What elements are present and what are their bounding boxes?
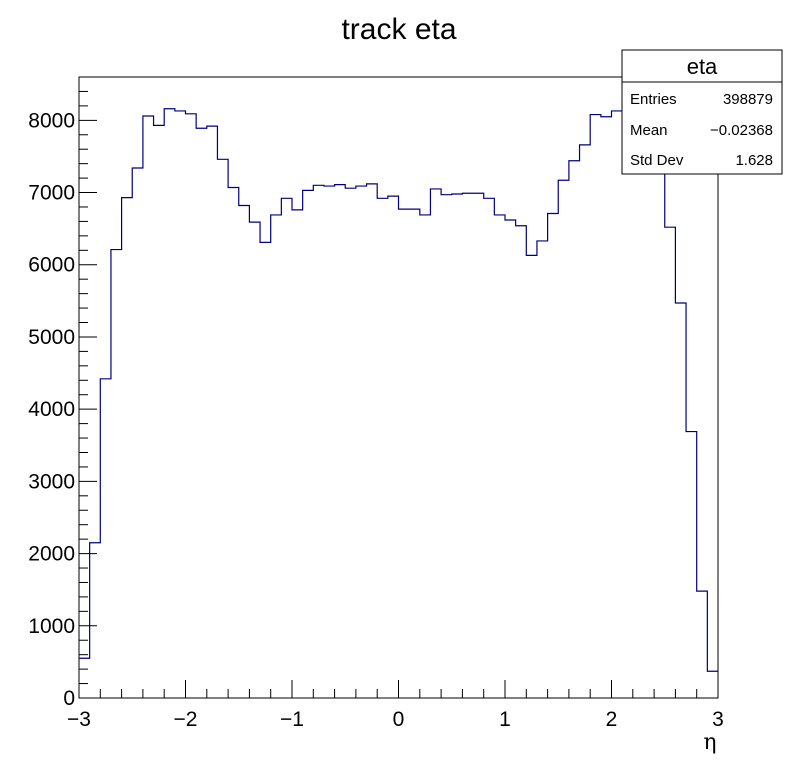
- chart-title: track eta: [341, 13, 456, 46]
- y-tick-label: 7000: [28, 182, 75, 205]
- histogram-series-line: [79, 108, 718, 672]
- x-axis: −3 −2 −1 0 1 2 3: [67, 680, 724, 731]
- stats-entries-value: 398879: [723, 91, 773, 108]
- x-tick-label: 1: [499, 708, 511, 731]
- y-tick-label: 3000: [28, 470, 75, 493]
- y-tick-label: 5000: [28, 326, 75, 349]
- stats-stddev-value: 1.628: [735, 152, 773, 169]
- y-tick-label: 2000: [28, 543, 75, 566]
- x-tick-label: −2: [174, 708, 198, 731]
- y-axis: 0 1000 2000 3000 4000 5000 6000 7000 8000: [28, 76, 97, 710]
- x-axis-label: η: [703, 730, 716, 755]
- y-tick-label: 4000: [28, 398, 75, 421]
- stats-stddev-label: Std Dev: [630, 152, 684, 169]
- y-tick-label: 6000: [28, 254, 75, 277]
- stats-mean-value: −0.02368: [710, 122, 773, 139]
- stats-entries-label: Entries: [630, 91, 677, 108]
- stats-box-frame: [621, 49, 783, 175]
- x-tick-label: 0: [393, 708, 405, 731]
- y-tick-label: 1000: [28, 615, 75, 638]
- y-tick-label: 8000: [28, 109, 75, 132]
- x-tick-label: 2: [606, 708, 618, 731]
- x-tick-label: −1: [280, 708, 304, 731]
- y-tick-label: 0: [63, 687, 75, 710]
- stats-box-title: eta: [687, 54, 718, 79]
- stats-box: eta Entries 398879 Mean −0.02368 Std Dev…: [621, 49, 783, 175]
- x-tick-label: −3: [67, 708, 91, 731]
- x-tick-label: 3: [712, 708, 724, 731]
- stats-mean-label: Mean: [630, 122, 668, 139]
